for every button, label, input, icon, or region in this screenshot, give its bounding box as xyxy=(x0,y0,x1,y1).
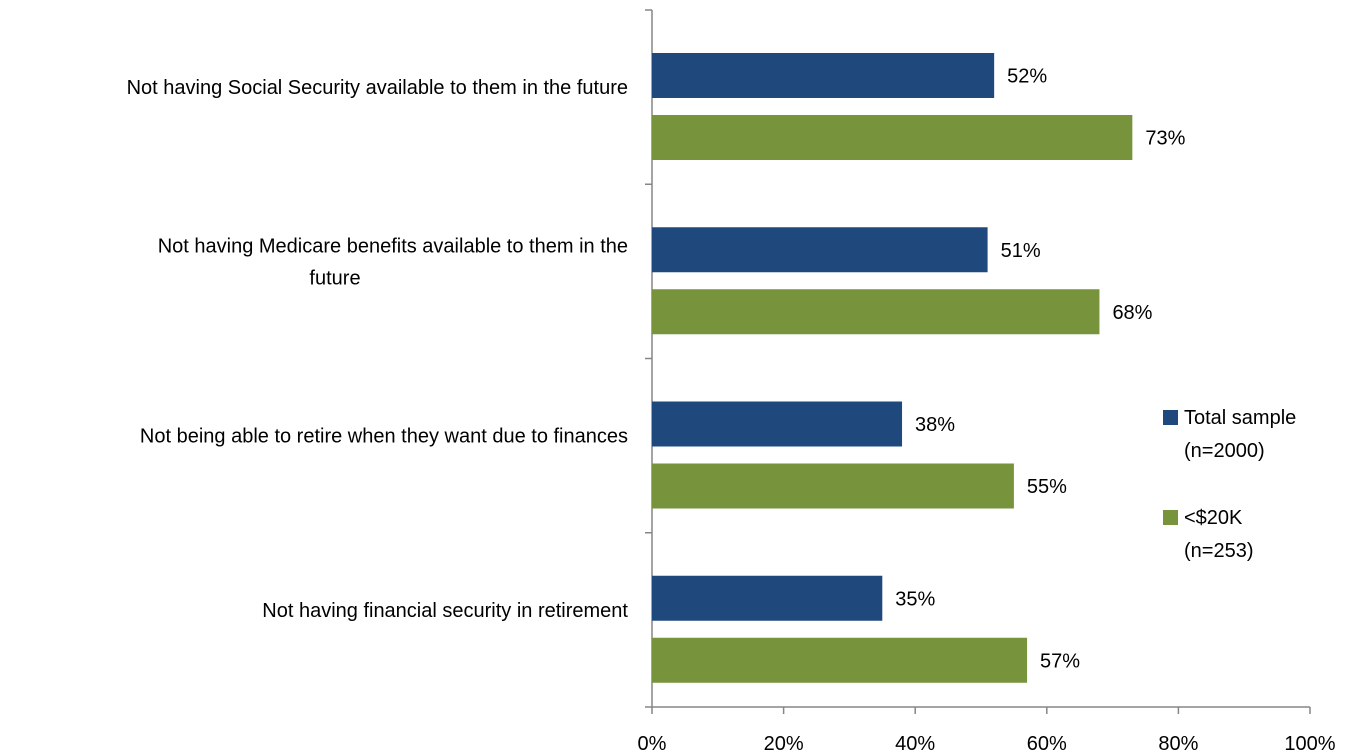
bar-total-sample xyxy=(652,227,988,273)
data-label: 73% xyxy=(1145,128,1185,150)
x-tick-label: 0% xyxy=(638,733,667,754)
category-label: Not having Social Security available to … xyxy=(127,77,628,99)
bar-total-sample xyxy=(652,53,995,98)
category-label: Not having financial security in retirem… xyxy=(262,600,628,622)
legend-swatch xyxy=(1163,410,1178,425)
bar-under-20k xyxy=(652,637,1028,683)
legend-label: (n=253) xyxy=(1184,540,1254,562)
data-label: 52% xyxy=(1007,66,1047,88)
data-label: 35% xyxy=(895,588,935,610)
legend-label: <$20K xyxy=(1184,507,1243,529)
x-tick-label: 100% xyxy=(1284,733,1335,754)
legend-label: (n=2000) xyxy=(1184,440,1265,462)
data-label: 38% xyxy=(915,414,955,436)
bar-total-sample xyxy=(652,401,903,447)
bar-under-20k xyxy=(652,289,1100,335)
x-tick-label: 20% xyxy=(764,733,804,754)
bar-total-sample xyxy=(652,575,883,621)
x-tick-label: 80% xyxy=(1158,733,1198,754)
category-label: future xyxy=(309,267,360,289)
x-tick-label: 40% xyxy=(895,733,935,754)
data-label: 68% xyxy=(1112,302,1152,324)
data-label: 55% xyxy=(1027,476,1067,498)
bar-under-20k xyxy=(652,463,1014,509)
category-label: Not having Medicare benefits available t… xyxy=(158,235,628,257)
bar-under-20k xyxy=(652,115,1133,160)
category-label: Not being able to retire when they want … xyxy=(140,426,628,448)
data-label: 51% xyxy=(1001,240,1041,262)
legend-label: Total sample xyxy=(1184,407,1296,429)
data-label: 57% xyxy=(1040,650,1080,672)
x-tick-label: 60% xyxy=(1027,733,1067,754)
legend-swatch xyxy=(1163,510,1178,525)
